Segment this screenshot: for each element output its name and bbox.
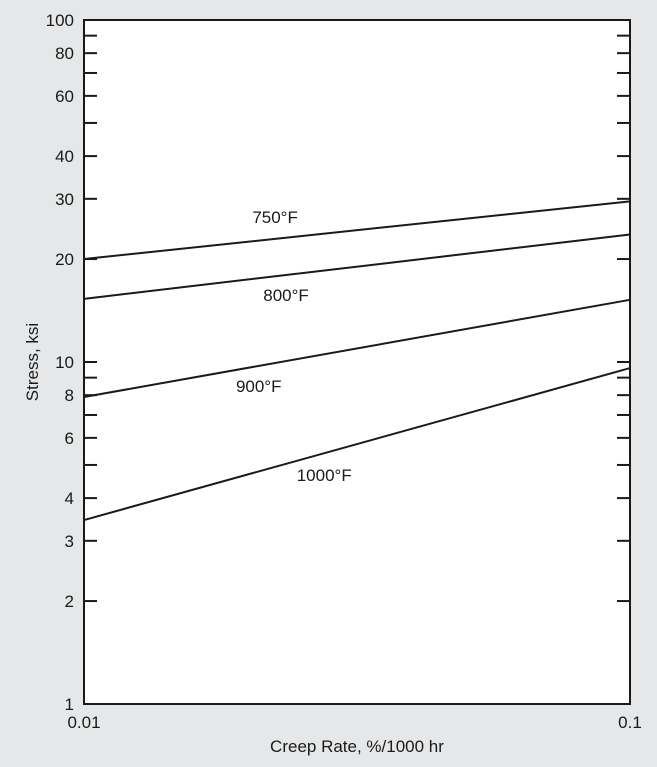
- series-line: [83, 367, 631, 522]
- y-tick-label: 10: [55, 353, 74, 372]
- x-axis-title: Creep Rate, %/1000 hr: [270, 737, 444, 756]
- y-tick-label: 6: [65, 429, 74, 448]
- y-tick-label: 8: [65, 386, 74, 405]
- series-label: 800°F: [263, 286, 309, 305]
- x-tick-label: 0.01: [67, 713, 100, 732]
- x-tick-label: 0.1: [618, 713, 642, 732]
- series-line: [83, 200, 631, 261]
- y-tick-label: 60: [55, 87, 74, 106]
- series-line: [83, 298, 631, 398]
- y-tick-label: 2: [65, 592, 74, 611]
- y-tick-label: 20: [55, 250, 74, 269]
- y-tick-label: 4: [65, 489, 74, 508]
- series-line: [83, 233, 631, 300]
- y-tick-label: 3: [65, 532, 74, 551]
- y-tick-label: 30: [55, 190, 74, 209]
- plot-area: [83, 19, 631, 705]
- series-label: 900°F: [236, 377, 282, 396]
- series-label: 750°F: [252, 208, 298, 227]
- series-label: 1000°F: [297, 466, 352, 485]
- y-axis-title: Stress, ksi: [23, 323, 42, 401]
- y-tick-label: 100: [46, 11, 74, 30]
- y-tick-label: 40: [55, 147, 74, 166]
- y-tick-label: 1: [65, 695, 74, 714]
- y-tick-label: 80: [55, 44, 74, 63]
